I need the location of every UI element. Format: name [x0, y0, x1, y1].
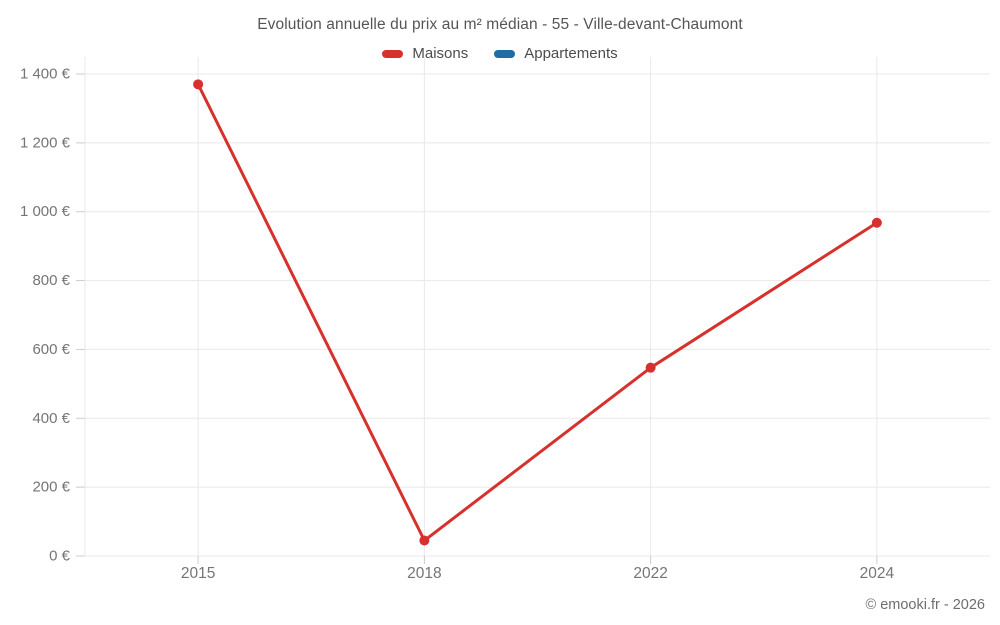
y-axis-tick-label: 200 €: [32, 479, 70, 496]
x-axis-tick-label: 2018: [407, 565, 441, 582]
series-line-maisons: [196, 82, 879, 543]
y-axis-tick-label: 800 €: [32, 272, 70, 289]
y-axis-tick-label: 600 €: [32, 341, 70, 358]
legend-label-appartements: Appartements: [524, 45, 618, 62]
data-point-2022[interactable]: [645, 362, 656, 373]
chart-legend: Maisons Appartements: [0, 45, 1000, 62]
x-axis-tick-label: 2024: [860, 565, 895, 582]
data-point-2018[interactable]: [419, 535, 430, 546]
chart-title: Evolution annuelle du prix au m² médian …: [257, 16, 743, 33]
legend-item-appartements[interactable]: Appartements: [494, 45, 618, 62]
x-axis-tick-label: 2022: [633, 565, 667, 582]
y-axis-tick-label: 1 200 €: [20, 134, 71, 151]
data-point-2015[interactable]: [193, 79, 204, 90]
legend-label-maisons: Maisons: [412, 45, 469, 62]
copyright-credit: © emooki.fr - 2026: [865, 597, 985, 613]
y-axis-tick-label: 400 €: [32, 410, 70, 427]
y-axis-tick-label: 0 €: [49, 548, 71, 565]
legend-item-maisons[interactable]: Maisons: [382, 45, 468, 62]
y-axis-tick-label: 1 400 €: [20, 66, 71, 83]
data-point-2024[interactable]: [871, 217, 882, 228]
x-axis-tick-label: 2015: [181, 565, 215, 582]
maisons-series-swatch-icon: [382, 49, 404, 58]
y-axis-tick-label: 1 000 €: [20, 203, 71, 220]
appartements-series-swatch-icon: [494, 49, 516, 58]
